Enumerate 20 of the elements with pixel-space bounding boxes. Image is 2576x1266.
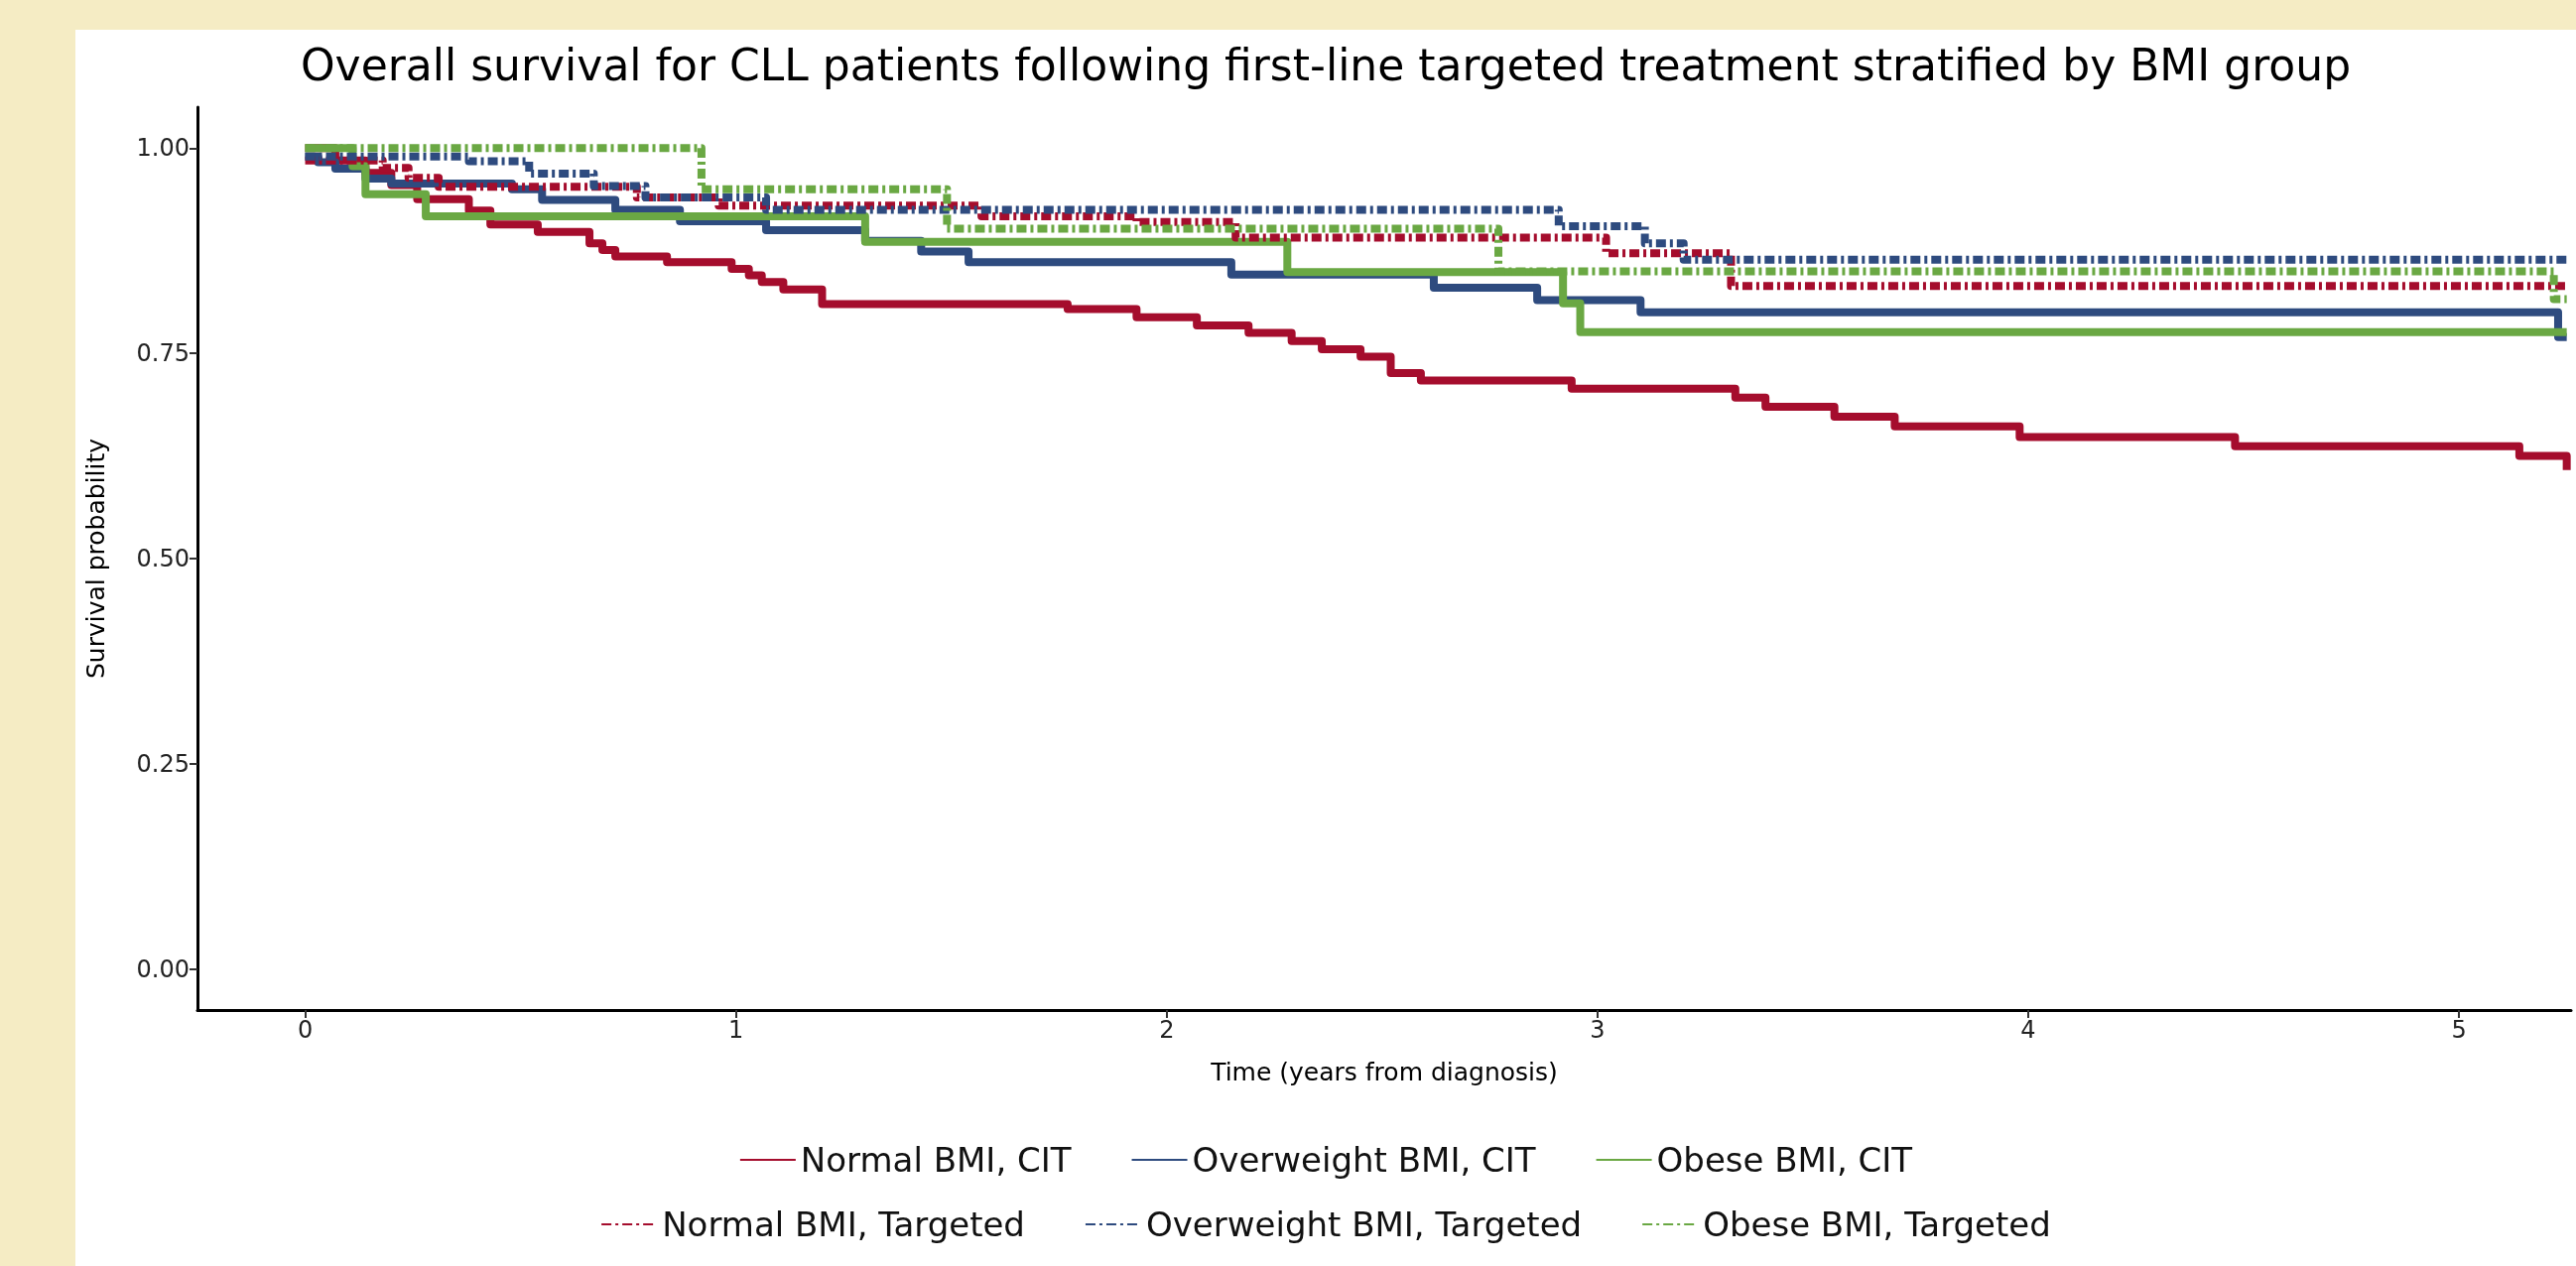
x-tick-label: 3 bbox=[1590, 1016, 1606, 1044]
x-tick-label: 2 bbox=[1159, 1016, 1175, 1044]
y-tick-label: 0.00 bbox=[136, 954, 190, 983]
legend-label: Obese BMI, CIT bbox=[1656, 1140, 1913, 1180]
y-axis-title: Survival probability bbox=[81, 438, 110, 680]
legend-label: Obese BMI, Targeted bbox=[1703, 1204, 2051, 1244]
y-tick-label: 1.00 bbox=[136, 134, 190, 163]
x-tick-label: 5 bbox=[2451, 1016, 2467, 1044]
legend-label: Overweight BMI, Targeted bbox=[1145, 1204, 1583, 1244]
legend-label: Normal BMI, CIT bbox=[800, 1140, 1072, 1180]
x-tick-label: 1 bbox=[728, 1016, 744, 1044]
x-tick-label: 0 bbox=[297, 1016, 314, 1044]
y-tick-label: 0.25 bbox=[136, 749, 190, 778]
legend-label: Normal BMI, Targeted bbox=[662, 1204, 1025, 1244]
x-tick-label: 4 bbox=[2020, 1016, 2036, 1044]
chart-title: Overall survival for CLL patients following first-line targeted treatment stratified by BMI group bbox=[300, 39, 2352, 90]
y-tick-label: 0.75 bbox=[136, 339, 190, 368]
y-tick-label: 0.50 bbox=[136, 545, 190, 572]
x-axis-title: Time (years from diagnosis) bbox=[1210, 1058, 1558, 1086]
legend-label: Overweight BMI, CIT bbox=[1192, 1140, 1536, 1180]
